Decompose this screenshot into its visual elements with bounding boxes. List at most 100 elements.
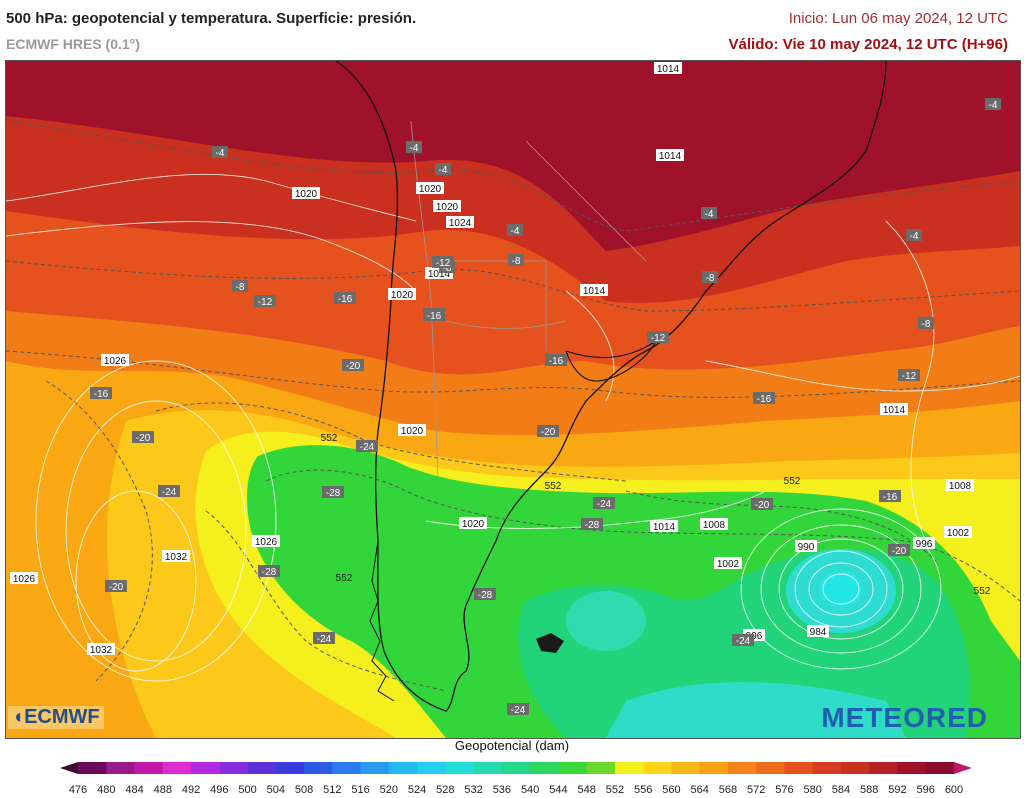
temperature-label-bg (435, 163, 451, 175)
temperature-label-bg (537, 425, 559, 437)
temperature-label-bg (342, 359, 364, 371)
pressure-label: 1026 (255, 537, 278, 548)
temperature-label: -28 (262, 567, 277, 578)
map-title: 500 hPa: geopotencial y temperatura. Sup… (6, 10, 417, 27)
temperature-label: -28 (478, 590, 493, 601)
pressure-label: 1020 (462, 519, 485, 530)
legend-swatch (530, 762, 559, 774)
temperature-label-bg (985, 98, 1001, 110)
pressure-label-bg (162, 550, 190, 562)
legend-tick-label: 528 (436, 784, 454, 796)
temperature-label-bg (313, 632, 335, 644)
temperature-label-bg (232, 280, 248, 292)
legend-tick-label: 544 (549, 784, 567, 796)
temperature-label: -4 (910, 231, 919, 242)
temperature-label-bg (753, 392, 775, 404)
legend-swatch (501, 762, 531, 774)
temperature-label: -16 (549, 356, 564, 367)
legend-swatch (417, 762, 446, 774)
pressure-label-bg (87, 643, 115, 655)
legend-swatch (897, 762, 927, 774)
pressure-label: 1014 (883, 405, 906, 416)
pressure-label: 1008 (949, 481, 972, 492)
temperature-label-bg (647, 331, 669, 343)
legend-tick-label: 476 (69, 784, 87, 796)
temperature-label: -24 (360, 442, 375, 453)
legend-swatch (756, 762, 785, 774)
pressure-label: 1014 (653, 522, 676, 533)
pressure-label: 996 (746, 631, 763, 642)
temperature-label: -4 (989, 100, 998, 111)
temperature-label: -20 (755, 500, 770, 511)
pressure-label: 984 (810, 627, 827, 638)
legend-swatch (134, 762, 164, 774)
legend-tick-label: 572 (747, 784, 765, 796)
legend-tick-label: 580 (804, 784, 822, 796)
legend-tick-label: 492 (182, 784, 200, 796)
temperature-label-bg (545, 354, 567, 366)
temperature-label: -8 (706, 273, 715, 284)
legend-swatch (275, 762, 305, 774)
pressure-label-bg (580, 284, 608, 296)
pressure-label-bg (807, 625, 829, 637)
pressure-label-bg (913, 537, 935, 549)
legend-swatch (388, 762, 418, 774)
color-legend: 476 480 484 488 492 496 500 504 508 512 516 520 524 5… (60, 762, 972, 796)
temperature-label: -12 (436, 258, 451, 269)
temperature-label: -12 (651, 333, 666, 344)
legend-swatch (812, 762, 842, 774)
legend-tick-label: 480 (97, 784, 115, 796)
pressure-label-bg (388, 288, 416, 300)
init-time: Inicio: Lun 06 may 2024, 12 UTC (788, 10, 1008, 27)
temperature-label-bg (212, 146, 228, 158)
legend-tick-label: 576 (775, 784, 793, 796)
temperature-label-bg (423, 309, 445, 321)
pressure-label: 1032 (165, 552, 188, 563)
legend-tick-label: 524 (408, 784, 426, 796)
temperature-label: -8 (512, 256, 521, 267)
legend-swatch (106, 762, 136, 774)
legend-tick-label: 564 (690, 784, 708, 796)
legend-tick-label: 588 (860, 784, 878, 796)
temperature-label-bg (507, 703, 529, 715)
legend-swatch (162, 762, 192, 774)
legend-tick-label: 504 (267, 784, 285, 796)
pressure-label: 1020 (295, 189, 318, 200)
pressure-label: 1026 (104, 356, 127, 367)
temperature-label: -16 (338, 294, 353, 305)
geopotential-label: 552 (336, 573, 353, 584)
legend-swatch (586, 762, 616, 774)
legend-tick-label: 496 (210, 784, 228, 796)
temperature-label-bg (322, 486, 344, 498)
temperature-label: -12 (258, 297, 273, 308)
temperature-label-bg (90, 387, 112, 399)
legend-tick-label: 552 (606, 784, 624, 796)
chile-archipelago (369, 540, 395, 702)
temperature-label-bg (581, 518, 603, 530)
pressure-label-bg (252, 535, 280, 547)
pressure-label-bg (446, 216, 474, 228)
temperature-label: -4 (439, 165, 448, 176)
temperature-label: -28 (326, 488, 341, 499)
legend-tick-label: 532 (464, 784, 482, 796)
geopotential-labels: 552 552 552 552 552 (321, 433, 991, 597)
legend-tick-label: 540 (521, 784, 539, 796)
temperature-label: -8 (236, 282, 245, 293)
temperature-label: -24 (736, 636, 751, 647)
pressure-label-bg (10, 572, 38, 584)
weather-map[interactable]: 1014 1014 1020 1020 1020 1024 1014 1014 1020 1026… (5, 60, 1021, 739)
temperature-label-bg (132, 431, 154, 443)
temperature-label-bg (751, 498, 773, 510)
temperature-label: -12 (902, 371, 917, 382)
temperature-label: -20 (109, 582, 124, 593)
temperature-label: -4 (410, 143, 419, 154)
temperature-label: -4 (705, 209, 714, 220)
pressure-label: 1008 (703, 520, 726, 531)
temperature-label-bg (158, 485, 180, 497)
legend-tick-label: 596 (917, 784, 935, 796)
ecmwf-logo: ◖ECMWF (8, 706, 104, 729)
temperature-label: -8 (443, 263, 452, 274)
temperature-label-bg (334, 292, 356, 304)
temperature-labels: -4-4-4-4-4-4-4-8-8-8-8-8-12-12-12-12-12-… (90, 98, 1001, 716)
legend-swatch (360, 762, 390, 774)
